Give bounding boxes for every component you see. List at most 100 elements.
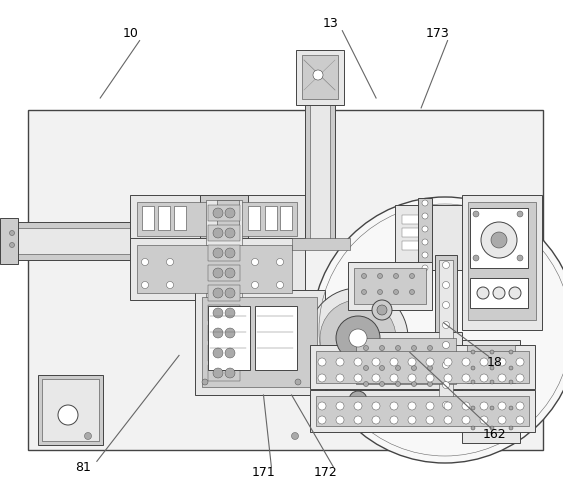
Circle shape [213, 308, 223, 318]
Circle shape [364, 346, 369, 350]
Bar [302, 55, 338, 99]
Circle shape [394, 290, 399, 295]
Bar [206, 200, 242, 383]
Text: 18: 18 [486, 356, 502, 369]
Circle shape [443, 282, 449, 289]
Circle shape [473, 211, 479, 217]
Circle shape [364, 365, 369, 370]
Circle shape [141, 282, 149, 289]
Circle shape [361, 274, 367, 279]
Circle shape [490, 366, 494, 370]
Bar [402, 241, 420, 250]
Circle shape [379, 382, 385, 387]
Circle shape [443, 401, 449, 408]
Circle shape [409, 290, 414, 295]
Circle shape [395, 365, 400, 370]
Circle shape [336, 402, 344, 410]
Bar [310, 390, 535, 432]
Circle shape [516, 416, 524, 424]
Circle shape [225, 208, 235, 218]
Circle shape [326, 368, 390, 432]
Text: 13: 13 [323, 17, 339, 30]
Circle shape [427, 365, 432, 370]
Circle shape [517, 255, 523, 261]
Circle shape [292, 433, 298, 440]
Circle shape [213, 368, 223, 378]
Circle shape [477, 287, 489, 299]
Circle shape [213, 248, 223, 258]
Circle shape [354, 358, 362, 366]
Circle shape [509, 287, 521, 299]
Bar [130, 195, 305, 243]
Text: 171: 171 [252, 466, 275, 479]
Circle shape [480, 358, 488, 366]
Bar [208, 205, 240, 221]
Circle shape [481, 222, 517, 258]
Circle shape [225, 368, 235, 378]
Circle shape [480, 374, 488, 382]
Bar [280, 206, 292, 230]
Circle shape [225, 288, 235, 298]
Circle shape [462, 374, 470, 382]
Bar [395, 205, 463, 270]
Bar [265, 206, 277, 230]
Bar [462, 195, 542, 330]
Circle shape [498, 402, 506, 410]
Circle shape [225, 268, 235, 278]
Circle shape [225, 248, 235, 258]
Circle shape [318, 374, 326, 382]
Circle shape [372, 358, 380, 366]
Circle shape [225, 308, 235, 318]
Text: 81: 81 [75, 461, 91, 474]
Circle shape [443, 261, 449, 268]
Bar [402, 215, 420, 224]
Circle shape [312, 197, 563, 463]
Text: 172: 172 [314, 466, 337, 479]
Circle shape [408, 416, 416, 424]
Circle shape [84, 433, 92, 440]
Circle shape [213, 328, 223, 338]
Circle shape [349, 391, 367, 409]
Bar [316, 396, 529, 426]
Bar [354, 268, 426, 304]
Circle shape [444, 402, 452, 410]
Circle shape [225, 328, 235, 338]
Circle shape [354, 374, 362, 382]
Bar [470, 278, 528, 308]
Circle shape [422, 252, 428, 258]
Circle shape [336, 374, 344, 382]
Bar [467, 345, 515, 383]
Circle shape [313, 70, 323, 80]
Circle shape [443, 342, 449, 348]
Circle shape [338, 380, 378, 420]
Bar [435, 255, 457, 420]
Bar [296, 50, 344, 105]
Circle shape [394, 274, 399, 279]
Circle shape [498, 416, 506, 424]
Circle shape [336, 358, 344, 366]
Bar [462, 340, 520, 388]
Circle shape [426, 402, 434, 410]
Circle shape [490, 426, 494, 430]
Circle shape [491, 232, 507, 248]
Circle shape [58, 405, 78, 425]
Bar [208, 225, 240, 241]
Circle shape [490, 350, 494, 354]
Circle shape [408, 402, 416, 410]
Text: 10: 10 [123, 27, 138, 40]
Circle shape [390, 402, 398, 410]
Bar [137, 245, 292, 293]
Bar [174, 206, 186, 230]
Circle shape [471, 350, 475, 354]
Bar [42, 379, 99, 441]
Circle shape [276, 258, 284, 265]
Circle shape [364, 382, 369, 387]
Circle shape [427, 382, 432, 387]
Circle shape [473, 255, 479, 261]
Circle shape [422, 265, 428, 271]
Circle shape [372, 300, 392, 320]
Circle shape [471, 366, 475, 370]
Circle shape [10, 231, 15, 236]
Circle shape [412, 365, 417, 370]
Circle shape [252, 258, 258, 265]
